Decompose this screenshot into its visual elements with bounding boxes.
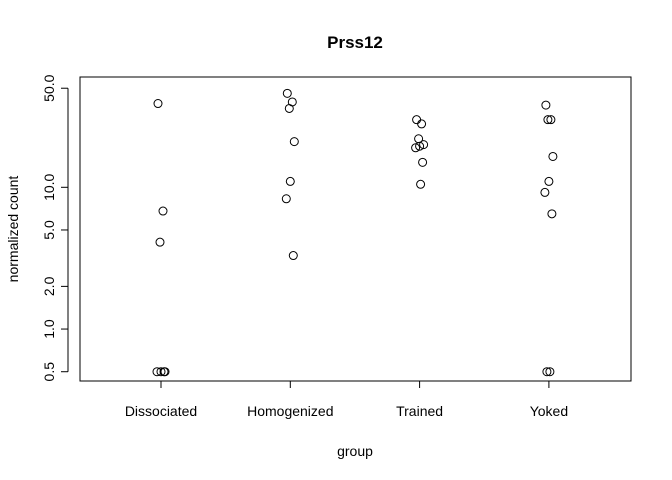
data-points bbox=[152, 88, 558, 377]
data-point bbox=[415, 141, 425, 151]
data-point bbox=[281, 194, 291, 204]
y-tick-label: 1.0 bbox=[41, 319, 57, 339]
data-point bbox=[156, 367, 166, 377]
data-point bbox=[542, 367, 552, 377]
data-point bbox=[416, 179, 426, 189]
data-point bbox=[548, 151, 558, 161]
x-tick-label: Dissociated bbox=[125, 403, 197, 419]
x-axis-label: group bbox=[337, 443, 373, 459]
data-point bbox=[159, 367, 169, 377]
data-point bbox=[285, 176, 295, 186]
x-tick-label: Trained bbox=[396, 403, 443, 419]
data-point bbox=[547, 209, 557, 219]
data-point bbox=[544, 176, 554, 186]
data-point bbox=[288, 251, 298, 261]
data-point bbox=[419, 140, 429, 150]
y-tick-label: 50.0 bbox=[41, 74, 57, 101]
y-tick-label: 2.0 bbox=[41, 276, 57, 296]
y-axis: 0.5 1.0 2.0 5.0 10.0 50.0 bbox=[41, 74, 69, 382]
data-point bbox=[289, 137, 299, 147]
data-point bbox=[152, 367, 162, 377]
data-point bbox=[284, 103, 294, 113]
x-axis: Dissociated Homogenized Trained Yoked bbox=[125, 380, 568, 419]
data-point bbox=[158, 206, 168, 216]
data-point bbox=[417, 119, 427, 129]
y-tick-label: 10.0 bbox=[41, 173, 57, 200]
data-point bbox=[541, 100, 551, 110]
x-tick-label: Yoked bbox=[530, 403, 568, 419]
chart-title: Prss12 bbox=[327, 33, 383, 52]
x-tick-label: Homogenized bbox=[247, 403, 333, 419]
data-point bbox=[411, 143, 421, 153]
data-point bbox=[155, 237, 165, 247]
data-point bbox=[282, 88, 292, 98]
y-axis-label: normalized count bbox=[5, 176, 21, 283]
data-point bbox=[546, 115, 556, 125]
data-point bbox=[153, 99, 163, 109]
y-tick-label: 5.0 bbox=[41, 220, 57, 240]
y-tick-label: 0.5 bbox=[41, 362, 57, 382]
data-point bbox=[545, 367, 555, 377]
data-point bbox=[418, 157, 428, 167]
data-point bbox=[540, 187, 550, 197]
data-point bbox=[543, 115, 553, 125]
data-point bbox=[412, 115, 422, 125]
